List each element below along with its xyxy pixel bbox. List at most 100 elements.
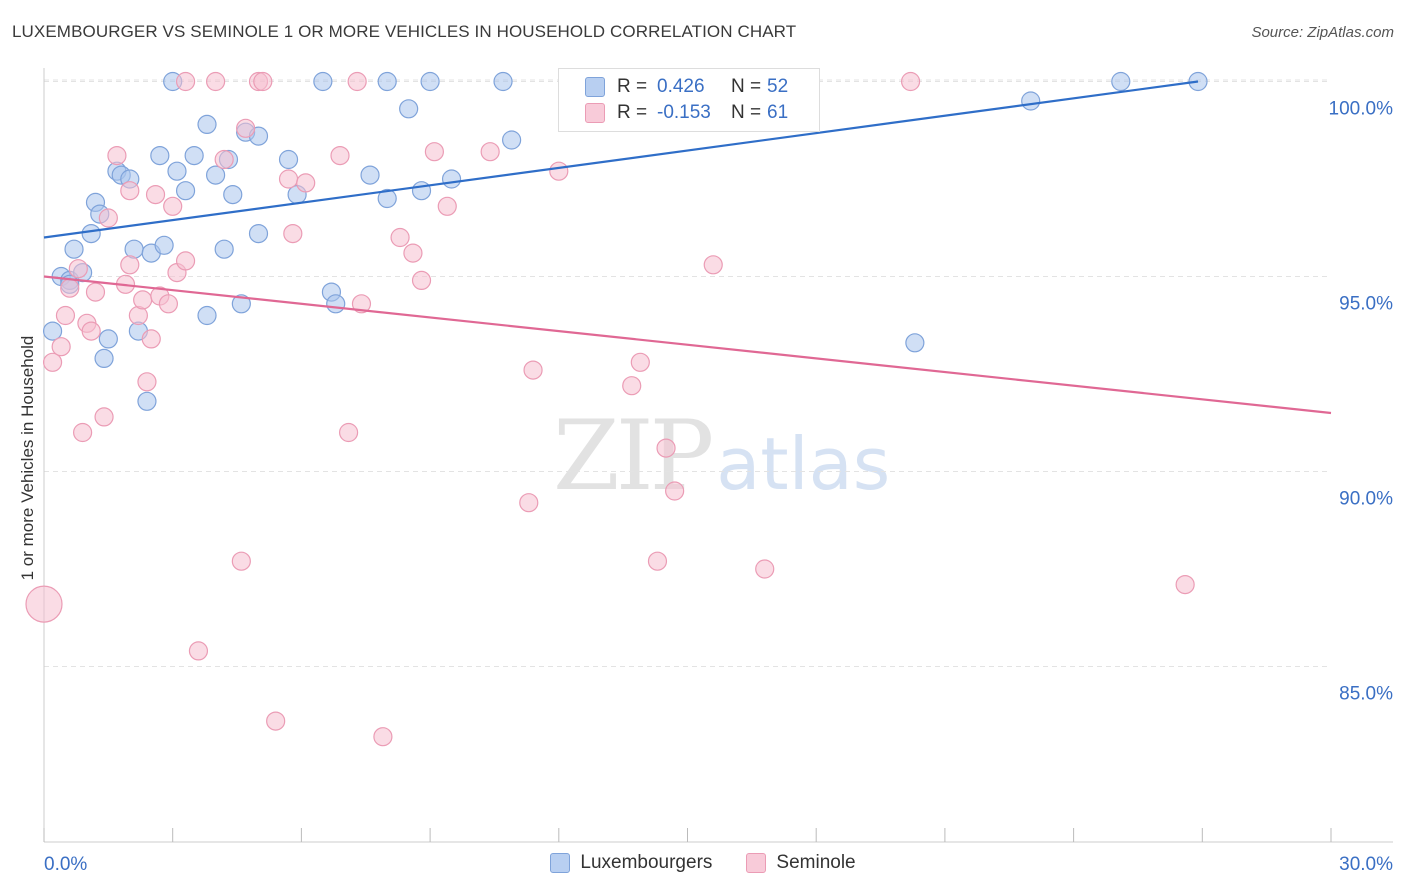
watermark-zip: ZIP xyxy=(553,400,714,512)
data-point-seminole xyxy=(656,438,676,458)
data-point-seminole xyxy=(283,224,303,244)
chart-title: LUXEMBOURGER VS SEMINOLE 1 OR MORE VEHIC… xyxy=(12,22,797,41)
x-tick-label: 30.0% xyxy=(1339,854,1393,875)
legend-r-value: -0.153 xyxy=(657,102,711,123)
watermark-atlas: atlas xyxy=(716,422,891,506)
data-point-seminole xyxy=(188,641,209,661)
data-point-seminole xyxy=(206,71,226,92)
legend-row-luxembourgers: R = 0.426 N = 52 xyxy=(585,74,788,100)
data-point-seminole xyxy=(231,551,251,571)
data-point-luxembourger xyxy=(184,146,204,166)
data-point-luxembourger xyxy=(441,169,462,189)
source-label: Source: ZipAtlas.com xyxy=(1251,24,1394,41)
y-tick-label: 90.0% xyxy=(1339,489,1393,510)
data-point-seminole xyxy=(133,290,153,310)
legend-swatch-pink xyxy=(585,103,605,123)
data-point-seminole xyxy=(437,196,457,216)
data-point-luxembourger xyxy=(411,181,432,201)
series-legend: Luxembourgers Seminole xyxy=(0,852,1406,874)
data-point-luxembourger xyxy=(94,348,114,368)
data-point-seminole xyxy=(424,142,444,162)
trend-line-luxembourger xyxy=(43,80,1199,239)
data-point-luxembourger xyxy=(1111,71,1131,92)
legend-item-luxembourgers[interactable]: Luxembourgers xyxy=(550,852,712,874)
data-point-seminole xyxy=(175,251,196,271)
data-point-seminole xyxy=(60,278,80,298)
data-point-seminole xyxy=(73,422,93,443)
data-point-luxembourger xyxy=(248,224,269,244)
y-tick-label: 95.0% xyxy=(1339,294,1393,315)
data-point-seminole xyxy=(411,270,432,290)
data-point-seminole xyxy=(266,711,286,731)
data-point-seminole xyxy=(351,294,372,314)
y-tick-label: 85.0% xyxy=(1339,684,1393,705)
data-point-luxembourger xyxy=(150,146,170,166)
data-point-seminole xyxy=(900,71,921,92)
data-point-seminole xyxy=(175,71,196,92)
data-point-seminole xyxy=(145,185,166,205)
data-point-luxembourger xyxy=(206,165,226,185)
data-point-seminole xyxy=(1175,574,1195,595)
data-point-seminole xyxy=(236,118,256,138)
data-point-seminole xyxy=(55,305,76,326)
data-point-seminole xyxy=(214,149,234,170)
legend-n-label: N = xyxy=(731,76,762,97)
legend-label: Luxembourgers xyxy=(580,852,713,873)
data-point-seminole xyxy=(519,493,539,513)
data-point-luxembourger xyxy=(175,181,196,201)
legend-r-label: R = xyxy=(617,102,648,123)
legend-swatch-pink xyxy=(746,853,767,873)
data-point-seminole xyxy=(373,727,393,747)
data-point-seminole xyxy=(665,481,685,501)
data-point-luxembourger xyxy=(278,149,299,170)
data-point-luxembourger xyxy=(1021,91,1041,111)
stats-legend: R = 0.426 N = 52 R = -0.153 N = 61 xyxy=(558,68,820,132)
data-point-seminole xyxy=(141,329,161,349)
data-point-luxembourger xyxy=(64,239,84,259)
data-point-seminole xyxy=(703,255,723,275)
data-point-seminole xyxy=(163,196,183,216)
data-point-luxembourger xyxy=(223,185,243,205)
data-point-seminole xyxy=(120,181,140,201)
data-point-luxembourger xyxy=(420,71,440,92)
data-point-seminole xyxy=(278,169,299,189)
legend-label: Seminole xyxy=(776,852,856,873)
data-point-seminole xyxy=(390,227,410,248)
data-point-luxembourger xyxy=(493,71,513,92)
data-point-seminole xyxy=(755,559,775,579)
data-point-luxembourger xyxy=(197,305,217,326)
data-point-seminole xyxy=(25,585,63,623)
data-point-seminole xyxy=(107,146,127,166)
data-point-seminole xyxy=(81,321,101,341)
data-point-seminole xyxy=(94,407,114,427)
data-point-luxembourger xyxy=(42,321,63,341)
data-point-luxembourger xyxy=(905,333,925,353)
data-point-seminole xyxy=(253,71,273,92)
data-point-luxembourger xyxy=(214,239,234,259)
data-point-seminole xyxy=(338,422,359,443)
data-point-luxembourger xyxy=(81,224,101,244)
data-point-seminole xyxy=(630,352,650,372)
x-tick-label: 0.0% xyxy=(44,854,87,875)
watermark: ZIPatlas xyxy=(553,400,890,512)
data-point-seminole xyxy=(549,161,569,181)
data-point-luxembourger xyxy=(360,165,380,185)
data-point-seminole xyxy=(480,142,500,162)
data-point-seminole xyxy=(98,208,118,228)
data-point-luxembourger xyxy=(167,161,187,181)
trend-line-seminole xyxy=(43,275,1332,415)
data-point-seminole xyxy=(622,376,642,396)
data-point-luxembourger xyxy=(231,294,251,314)
legend-row-seminole: R = -0.153 N = 61 xyxy=(585,100,788,126)
legend-swatch-blue xyxy=(585,77,605,97)
y-tick-label: 100.0% xyxy=(1329,99,1394,120)
data-point-seminole xyxy=(647,551,668,571)
legend-n-label: N = xyxy=(731,102,762,123)
data-point-luxembourger xyxy=(377,71,397,92)
data-point-luxembourger xyxy=(399,99,419,119)
data-point-luxembourger xyxy=(197,114,217,135)
data-point-seminole xyxy=(85,282,106,302)
data-point-seminole xyxy=(42,352,63,372)
legend-item-seminole[interactable]: Seminole xyxy=(746,852,856,874)
